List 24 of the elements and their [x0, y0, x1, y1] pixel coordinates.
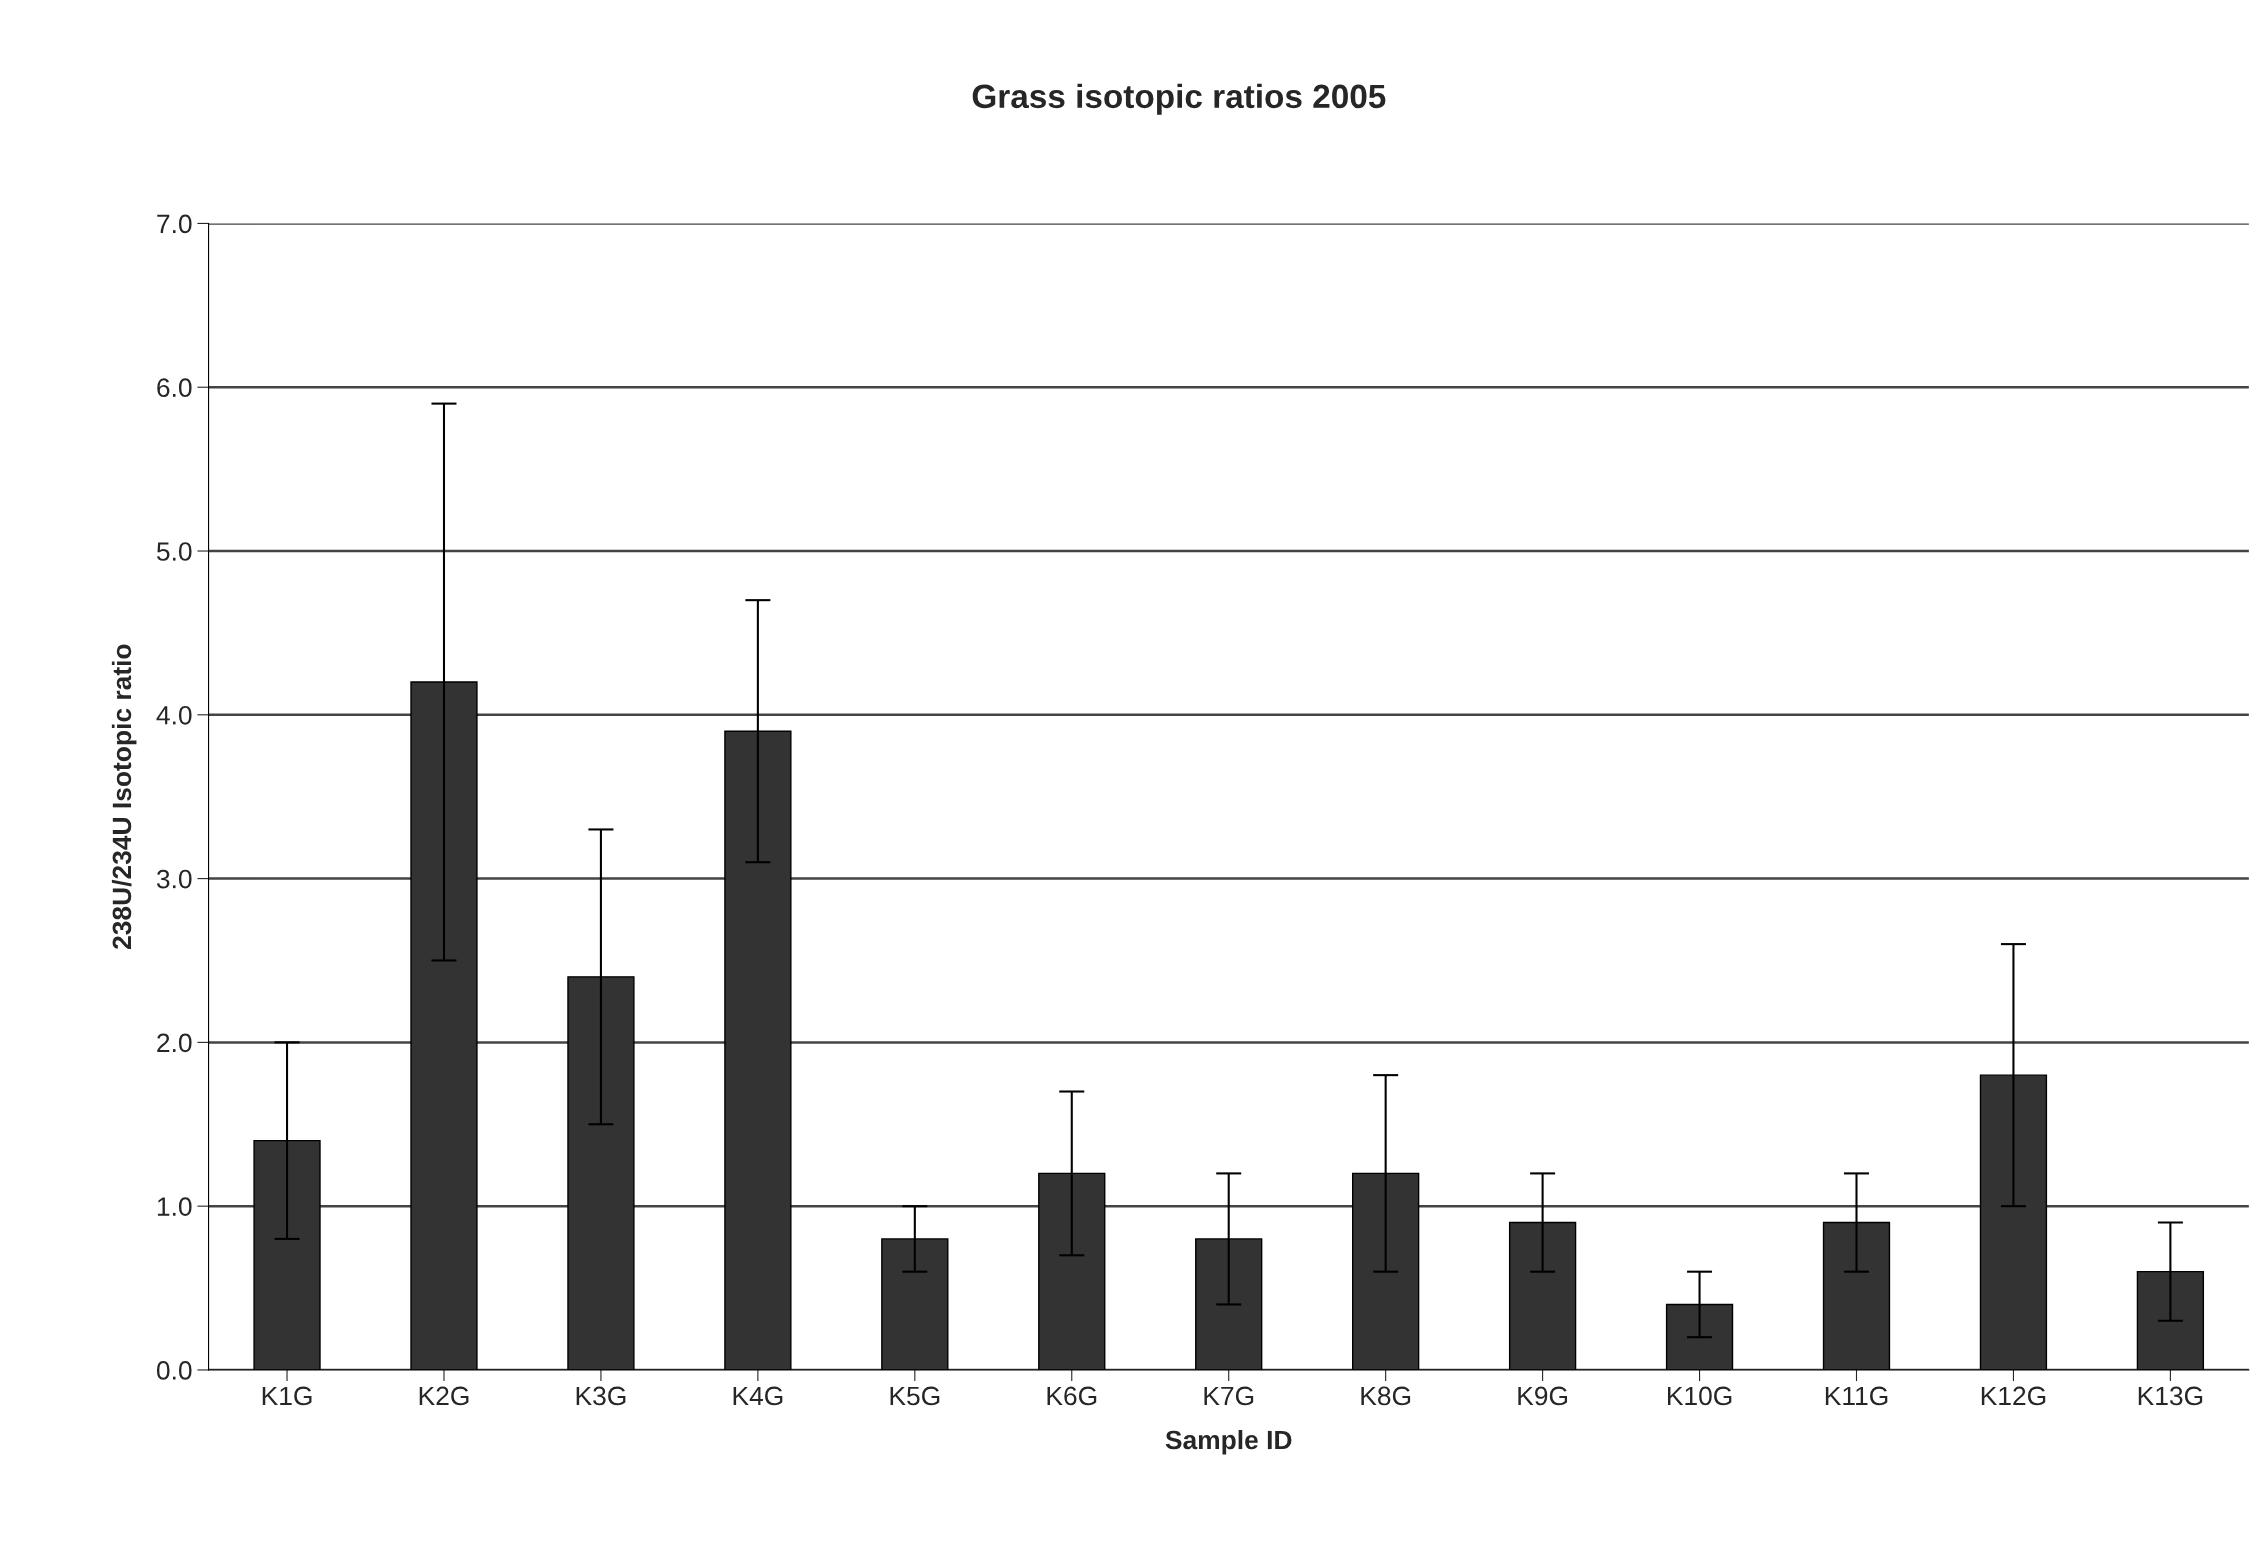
x-tick-label: K7G: [1204, 1386, 1254, 1406]
x-tick-label: K11G: [1825, 1386, 1888, 1406]
x-axis-title: Sample ID: [1165, 1429, 1292, 1455]
y-tick-label: 7.0: [157, 214, 192, 234]
x-tick-label: K3G: [576, 1386, 626, 1406]
chart-title: Grass isotopic ratios 2005: [972, 83, 1386, 115]
y-tick-label: 4.0: [156, 705, 192, 725]
x-tick-label: K10G: [1667, 1386, 1732, 1406]
y-tick-label: 1.0: [157, 1197, 192, 1216]
y-tick-label: 0.0: [156, 1361, 192, 1380]
y-tick-label: 3.0: [156, 869, 192, 889]
x-tick-label: K6G: [1047, 1386, 1097, 1406]
y-tick-label: 2.0: [157, 1033, 192, 1053]
x-tick-label: K4G: [733, 1386, 783, 1406]
x-tick-label: K1G: [262, 1386, 312, 1406]
x-tick-label: K8G: [1361, 1386, 1411, 1406]
x-tick-label: K12G: [1981, 1386, 2046, 1406]
x-tick-label: K2G: [419, 1386, 469, 1406]
y-axis-title: 238U/234U Isotopic ratio: [111, 644, 137, 950]
x-tick-label: K13G: [2138, 1386, 2203, 1406]
y-tick-label: 6.0: [157, 378, 192, 398]
x-tick-label: K9G: [1518, 1386, 1568, 1406]
x-tick-label: K5G: [890, 1386, 940, 1406]
y-tick-label: 5.0: [156, 542, 192, 561]
